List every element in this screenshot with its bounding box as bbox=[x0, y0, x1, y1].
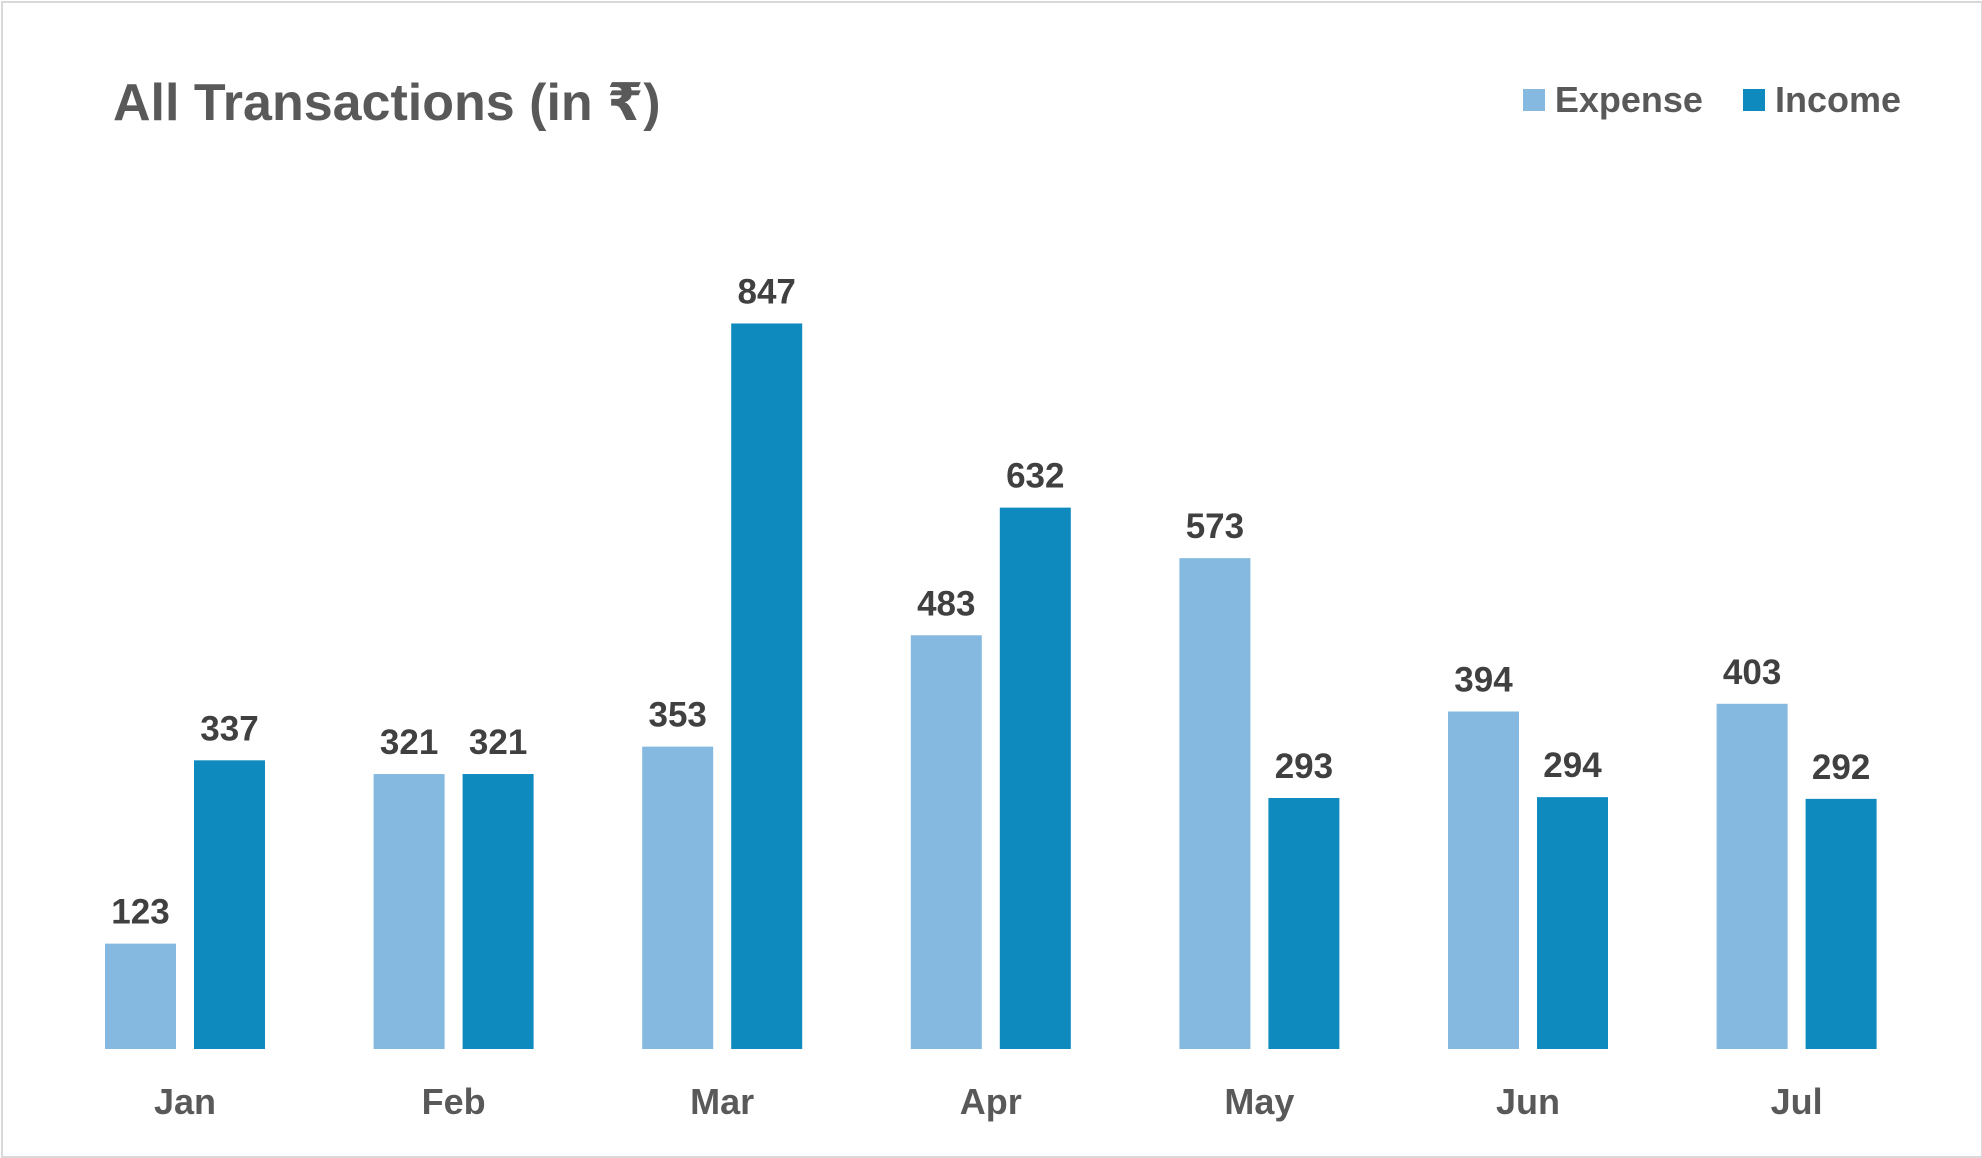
bar-income-jul bbox=[1805, 798, 1877, 1049]
x-tick-label-jun: Jun bbox=[1496, 1081, 1560, 1122]
bar-expense-mar bbox=[642, 746, 714, 1049]
legend-item-expense: Expense bbox=[1522, 79, 1703, 121]
bar-expense-feb bbox=[373, 774, 445, 1049]
x-tick-label-may: May bbox=[1224, 1081, 1294, 1122]
legend-label-expense: Expense bbox=[1554, 79, 1703, 120]
x-tick-label-jan: Jan bbox=[154, 1081, 216, 1122]
data-label-expense-may: 573 bbox=[1186, 507, 1244, 546]
data-label-expense-apr: 483 bbox=[917, 584, 975, 623]
x-tick-label-feb: Feb bbox=[422, 1081, 486, 1122]
bar-income-apr bbox=[999, 507, 1071, 1050]
data-label-income-jun: 294 bbox=[1543, 746, 1602, 785]
data-label-expense-jun: 394 bbox=[1454, 660, 1513, 699]
data-label-expense-feb: 321 bbox=[380, 723, 438, 762]
legend-label-income: Income bbox=[1774, 79, 1901, 120]
data-label-expense-jan: 123 bbox=[111, 893, 169, 932]
x-tick-label-apr: Apr bbox=[960, 1081, 1022, 1122]
legend-swatch-expense bbox=[1522, 89, 1545, 111]
data-label-income-mar: 847 bbox=[737, 272, 795, 311]
data-label-expense-mar: 353 bbox=[648, 696, 706, 735]
data-label-expense-jul: 403 bbox=[1723, 653, 1781, 692]
data-label-income-jul: 292 bbox=[1812, 748, 1870, 787]
chart-title: All Transactions (in ₹) bbox=[113, 74, 661, 132]
data-label-income-may: 293 bbox=[1275, 747, 1333, 786]
x-tick-label-jul: Jul bbox=[1771, 1081, 1823, 1122]
legend-swatch-income bbox=[1742, 89, 1765, 111]
x-tick-label-mar: Mar bbox=[690, 1081, 754, 1122]
data-label-income-feb: 321 bbox=[469, 723, 527, 762]
bar-expense-jul bbox=[1716, 703, 1788, 1049]
bar-income-jun bbox=[1537, 797, 1608, 1049]
bar-expense-may bbox=[1179, 558, 1251, 1049]
legend: Expense Income bbox=[1522, 79, 1901, 121]
legend-item-income: Income bbox=[1742, 79, 1901, 121]
bar-income-jan bbox=[194, 760, 265, 1049]
data-label-income-jan: 337 bbox=[200, 709, 258, 748]
bar-expense-apr bbox=[910, 635, 982, 1049]
bar-income-may bbox=[1268, 798, 1340, 1049]
bar-expense-jan bbox=[105, 943, 176, 1049]
bar-income-feb bbox=[462, 774, 534, 1049]
bar-income-mar bbox=[731, 323, 803, 1049]
data-label-income-apr: 632 bbox=[1006, 457, 1064, 496]
bar-expense-jun bbox=[1448, 711, 1519, 1049]
